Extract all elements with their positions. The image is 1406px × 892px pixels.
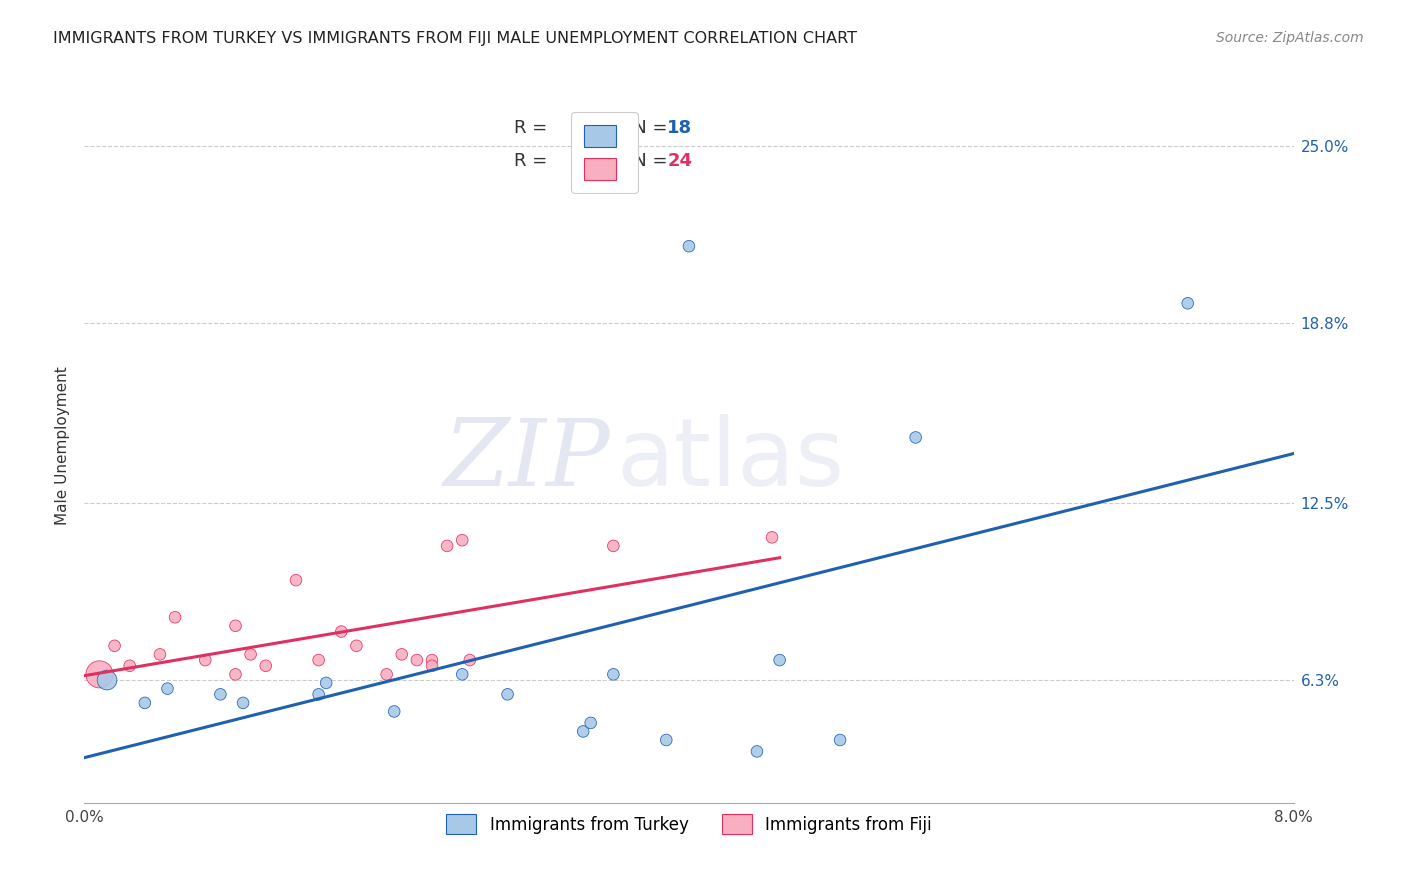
Text: 24: 24 bbox=[668, 152, 692, 169]
Point bbox=[134, 696, 156, 710]
Point bbox=[330, 624, 353, 639]
Point bbox=[655, 733, 678, 747]
Text: IMMIGRANTS FROM TURKEY VS IMMIGRANTS FROM FIJI MALE UNEMPLOYMENT CORRELATION CHA: IMMIGRANTS FROM TURKEY VS IMMIGRANTS FRO… bbox=[53, 31, 858, 46]
Point bbox=[156, 681, 179, 696]
Point bbox=[209, 687, 232, 701]
Point bbox=[225, 667, 247, 681]
Point bbox=[458, 653, 481, 667]
Point bbox=[225, 619, 247, 633]
Point bbox=[769, 653, 792, 667]
Point bbox=[602, 539, 624, 553]
Point bbox=[232, 696, 254, 710]
Text: R =: R = bbox=[513, 152, 553, 169]
Point bbox=[315, 676, 337, 690]
Point bbox=[194, 653, 217, 667]
Point bbox=[830, 733, 852, 747]
Point bbox=[375, 667, 398, 681]
Point bbox=[579, 715, 602, 730]
Point bbox=[904, 430, 927, 444]
Point bbox=[382, 705, 405, 719]
Point bbox=[308, 687, 330, 701]
Point bbox=[308, 653, 330, 667]
Point bbox=[1177, 296, 1199, 310]
Text: R =: R = bbox=[513, 120, 553, 137]
Y-axis label: Male Unemployment: Male Unemployment bbox=[55, 367, 70, 525]
Text: ZIP: ZIP bbox=[444, 416, 610, 505]
Point bbox=[420, 658, 443, 673]
Point bbox=[149, 648, 172, 662]
Text: atlas: atlas bbox=[616, 414, 845, 507]
Point bbox=[406, 653, 429, 667]
Point bbox=[761, 530, 783, 544]
Point bbox=[284, 573, 308, 587]
Point bbox=[745, 744, 768, 758]
Point bbox=[436, 539, 458, 553]
Point bbox=[420, 653, 443, 667]
Point bbox=[572, 724, 595, 739]
Point bbox=[118, 658, 141, 673]
Legend: Immigrants from Turkey, Immigrants from Fiji: Immigrants from Turkey, Immigrants from … bbox=[436, 804, 942, 845]
Point bbox=[602, 667, 624, 681]
Point bbox=[96, 673, 118, 687]
Point bbox=[89, 667, 111, 681]
Point bbox=[239, 648, 262, 662]
Point bbox=[346, 639, 368, 653]
Point bbox=[451, 667, 474, 681]
Text: N =: N = bbox=[616, 120, 673, 137]
Point bbox=[496, 687, 519, 701]
Text: 0.486: 0.486 bbox=[572, 120, 628, 137]
Text: N =: N = bbox=[616, 152, 673, 169]
Text: 0.498: 0.498 bbox=[572, 152, 628, 169]
Point bbox=[678, 239, 700, 253]
Point bbox=[104, 639, 127, 653]
Point bbox=[391, 648, 413, 662]
Point bbox=[165, 610, 187, 624]
Point bbox=[451, 533, 474, 548]
Text: Source: ZipAtlas.com: Source: ZipAtlas.com bbox=[1216, 31, 1364, 45]
Text: 18: 18 bbox=[668, 120, 692, 137]
Point bbox=[254, 658, 277, 673]
